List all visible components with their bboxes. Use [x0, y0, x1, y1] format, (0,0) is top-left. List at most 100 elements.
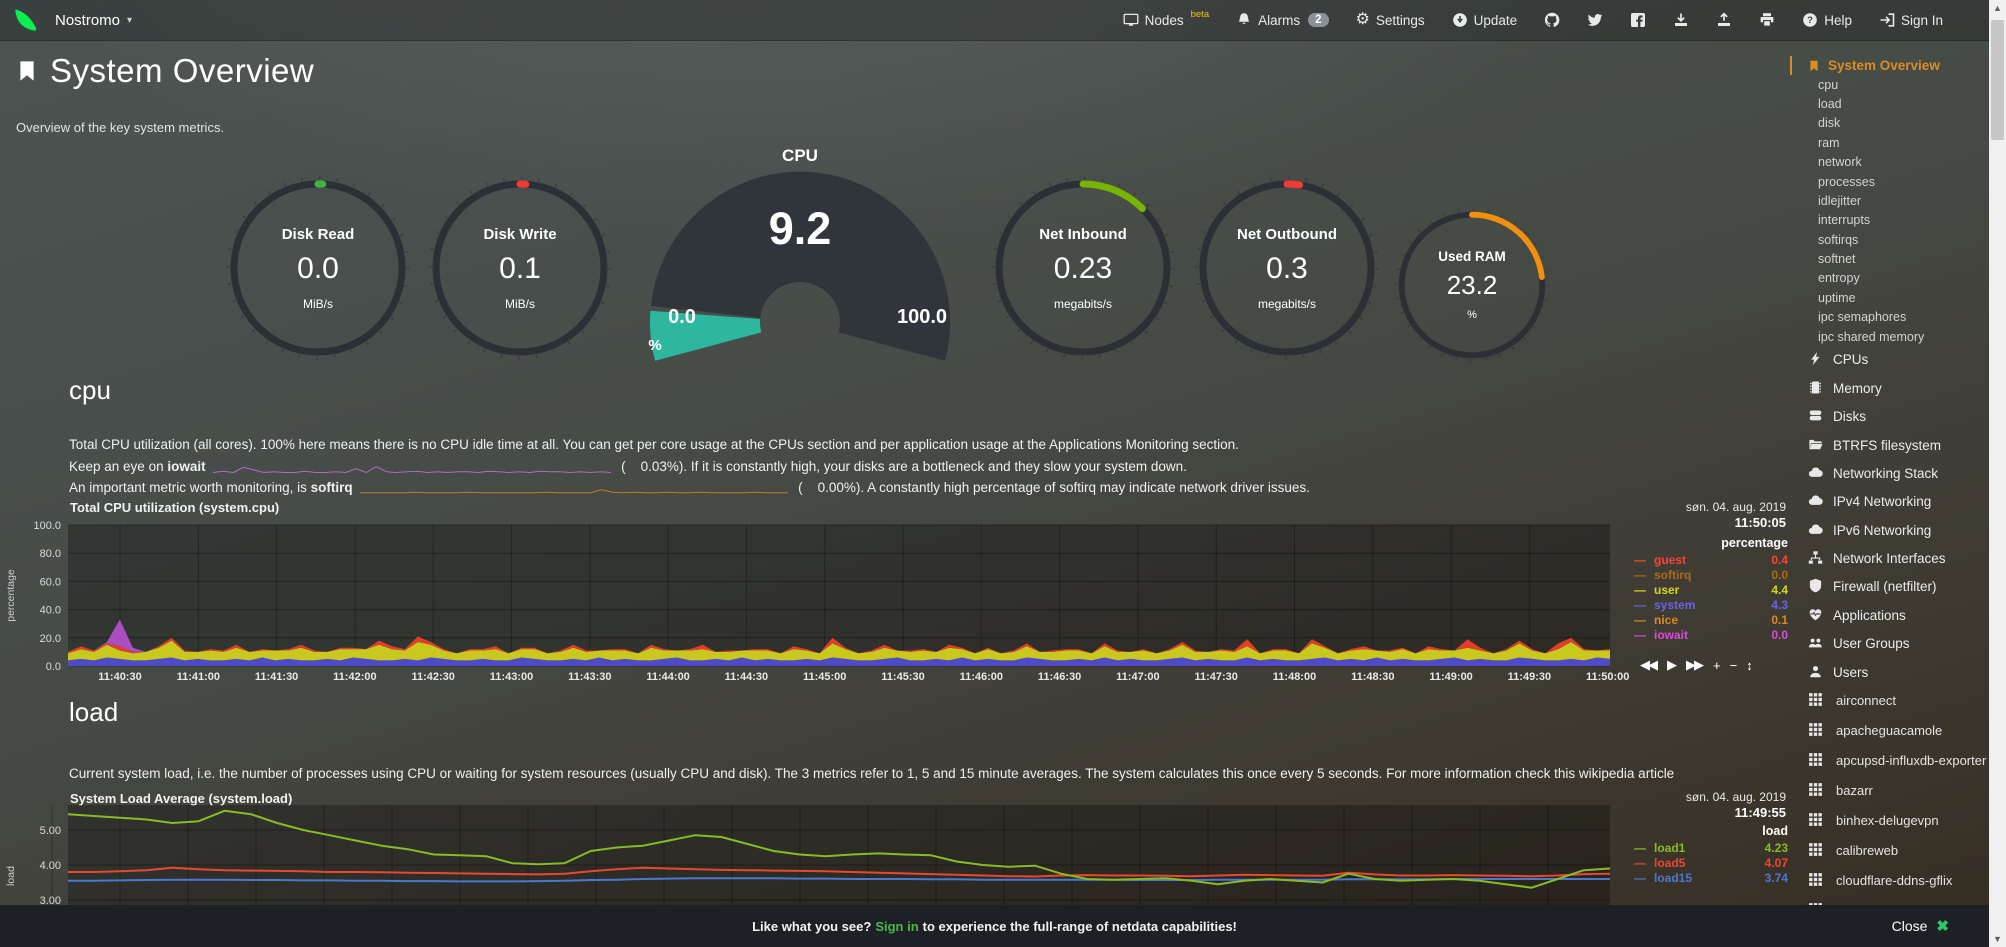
- legend-row[interactable]: — load15 3.74: [1634, 871, 1788, 885]
- sidebar-subitem[interactable]: processes: [1818, 174, 1875, 189]
- sidebar-app-item[interactable]: cloudflare-ddns-gflix: [1808, 867, 1989, 897]
- cpu-gauge-unit: %: [648, 337, 662, 354]
- pan-forward-icon[interactable]: ▶▶: [1686, 657, 1704, 672]
- sidebar-section-item[interactable]: Disks: [1790, 403, 1989, 431]
- sidebar-subitem[interactable]: interrupts: [1818, 213, 1871, 228]
- sidebar-subitem[interactable]: uptime: [1818, 290, 1856, 305]
- help-button[interactable]: ? Help: [1802, 12, 1852, 28]
- easypie-gauge-chart[interactable]: Disk Write 0.1 MiB/s: [428, 176, 612, 360]
- cpu-gauge[interactable]: [648, 166, 952, 370]
- scroll-down-icon[interactable]: ▼: [1993, 934, 2002, 944]
- cloud-icon: [1808, 465, 1824, 483]
- sidebar-app-item[interactable]: apcupsd-influxdb-exporter: [1808, 747, 1989, 777]
- legend-row[interactable]: — system 4.3: [1634, 598, 1788, 612]
- cpu-gauge-min: 0.0: [668, 306, 696, 328]
- easypie-gauge-chart[interactable]: Used RAM 23.2 %: [1395, 208, 1549, 362]
- sidebar-subitem[interactable]: softirqs: [1818, 232, 1859, 247]
- alarms-button[interactable]: Alarms 2: [1236, 12, 1329, 28]
- sidebar-subitem[interactable]: ipc semaphores: [1818, 310, 1907, 325]
- export-button[interactable]: [1716, 12, 1732, 28]
- scrollbar-thumb[interactable]: [1991, 20, 2004, 140]
- sidebar-section-item[interactable]: BTRFS filesystem: [1790, 431, 1989, 459]
- legend-row[interactable]: — guest 0.4: [1634, 553, 1788, 567]
- gauge-value: 0.0: [297, 251, 339, 285]
- nodes-button[interactable]: Nodes beta: [1123, 8, 1210, 28]
- sidebar-section-item[interactable]: Networking Stack: [1790, 460, 1989, 488]
- import-button[interactable]: [1673, 12, 1689, 28]
- settings-button[interactable]: ⚙ Settings: [1355, 11, 1425, 28]
- legend-row[interactable]: — nice 0.1: [1634, 613, 1788, 627]
- sidebar-section-item[interactable]: CPUs: [1790, 346, 1989, 374]
- page-scrollbar[interactable]: ▲ ▼: [1989, 0, 2006, 947]
- memory-icon: [1808, 380, 1824, 398]
- legend-row[interactable]: — softirq 0.0: [1634, 568, 1788, 582]
- facebook-button[interactable]: [1630, 12, 1646, 28]
- gauge-label: Used RAM: [1438, 249, 1506, 264]
- sign-in-button[interactable]: Sign In: [1879, 12, 1943, 28]
- legend-row[interactable]: — load1 4.23: [1634, 841, 1788, 855]
- sidebar-item-system-overview[interactable]: System Overview: [1790, 56, 1989, 75]
- play-icon[interactable]: ▶: [1667, 657, 1677, 672]
- sidebar-section-item[interactable]: Memory: [1790, 375, 1989, 403]
- sidebar-subitem[interactable]: ipc shared memory: [1818, 329, 1925, 344]
- netdata-logo-icon[interactable]: [12, 7, 39, 34]
- sidebar-subitem[interactable]: softnet: [1818, 252, 1856, 267]
- scroll-up-icon[interactable]: ▲: [1993, 3, 2002, 13]
- legend-header: load: [1762, 824, 1788, 838]
- sidebar-section-item[interactable]: Applications: [1790, 602, 1989, 630]
- sign-in-link[interactable]: Sign in: [875, 918, 919, 934]
- chevron-down-icon: ▾: [127, 14, 133, 26]
- gauge-unit: megabits/s: [1053, 296, 1113, 311]
- sidebar-app-item[interactable]: calibreweb: [1808, 837, 1989, 867]
- legend-row[interactable]: — load5 4.07: [1634, 856, 1788, 870]
- sidebar-subitems: cpu load disk ram network processes idlejitter…: [1790, 75, 1989, 346]
- svg-text:60.0: 60.0: [40, 576, 61, 588]
- easypie-gauge-chart[interactable]: Net Outbound 0.3 megabits/s: [1195, 176, 1379, 360]
- sidebar-section-item[interactable]: IPv4 Networking: [1790, 488, 1989, 516]
- sidebar-section-item[interactable]: Users: [1790, 658, 1989, 686]
- easypie-gauge-chart[interactable]: Net Inbound 0.23 megabits/s: [991, 176, 1175, 360]
- sidebar-app-item[interactable]: binhex-delugevpn: [1808, 807, 1989, 837]
- zoom-in-icon[interactable]: +: [1713, 657, 1720, 673]
- legend-row[interactable]: — iowait 0.0: [1634, 628, 1788, 642]
- cpu-description-line2: Keep an eye on iowait ( 0.03%). If it is…: [69, 459, 1187, 474]
- svg-text:0.0: 0.0: [46, 661, 61, 673]
- hostname-dropdown[interactable]: Nostromo ▾: [55, 12, 132, 29]
- sidebar-subitem[interactable]: cpu: [1818, 77, 1839, 92]
- easypie-gauge-chart[interactable]: Disk Read 0.0 MiB/s: [226, 176, 410, 360]
- twitter-button[interactable]: [1587, 12, 1603, 28]
- sidebar-subitem[interactable]: load: [1818, 97, 1842, 112]
- gauge-value: 0.3: [1266, 251, 1308, 285]
- pan-back-icon[interactable]: ◀◀: [1640, 657, 1658, 672]
- cpu-gauge-value: 9.2: [768, 203, 832, 254]
- svg-text:4.00: 4.00: [40, 860, 61, 872]
- close-icon: ✖: [1936, 918, 1949, 935]
- sidebar-section-item[interactable]: Network Interfaces: [1790, 545, 1989, 573]
- sidebar-app-item[interactable]: airconnect: [1808, 687, 1989, 717]
- sidebar-subitem[interactable]: idlejitter: [1818, 193, 1862, 208]
- svg-text:11:44:00: 11:44:00: [646, 671, 689, 683]
- legend-row[interactable]: — user 4.4: [1634, 583, 1788, 597]
- load-description: Current system load, i.e. the number of …: [69, 766, 1675, 781]
- sidebar-app-item[interactable]: apacheguacamole: [1808, 717, 1989, 747]
- sidebar-subitem[interactable]: network: [1818, 155, 1862, 170]
- sidebar-subitem[interactable]: disk: [1818, 116, 1841, 131]
- cpu-chart[interactable]: 0.0 20.0 40.0 60.0 80.0 100.0 11:40:30 11:41:00…: [0, 519, 1630, 685]
- github-button[interactable]: [1544, 12, 1560, 28]
- beta-badge: beta: [1190, 8, 1210, 20]
- sidebar-app-item[interactable]: bazarr: [1808, 777, 1989, 807]
- sidebar-section-item[interactable]: User Groups: [1790, 630, 1989, 658]
- print-button[interactable]: [1759, 12, 1775, 28]
- svg-text:11:47:30: 11:47:30: [1194, 671, 1237, 683]
- sidebar-menu: System Overview cpu load disk ram network pro…: [1790, 40, 1989, 947]
- sidebar-section-item[interactable]: Firewall (netfilter): [1790, 573, 1989, 601]
- resize-icon[interactable]: ↕: [1746, 657, 1752, 673]
- sidebar-section-item[interactable]: IPv6 Networking: [1790, 517, 1989, 545]
- zoom-out-icon[interactable]: −: [1729, 657, 1737, 673]
- section-heading-cpu: cpu: [69, 375, 111, 405]
- close-button[interactable]: Close ✖: [1891, 918, 1949, 935]
- sidebar-subitem[interactable]: entropy: [1818, 271, 1860, 286]
- update-button[interactable]: Update: [1452, 12, 1517, 28]
- gauge-label: Net Inbound: [1039, 225, 1127, 243]
- sidebar-subitem[interactable]: ram: [1818, 135, 1840, 150]
